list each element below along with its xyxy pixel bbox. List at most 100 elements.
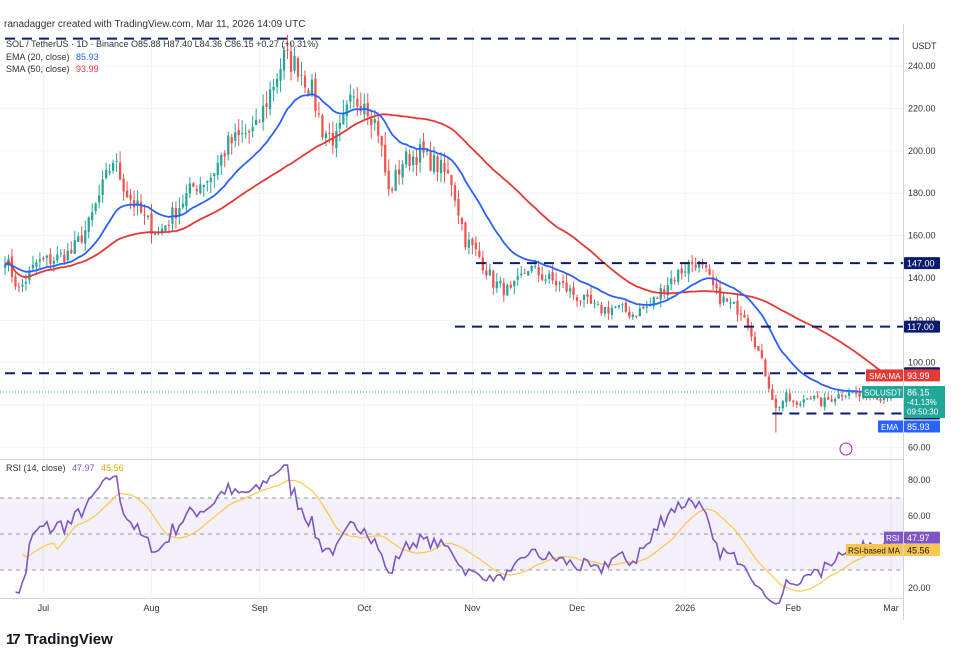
ema-name-tag [878, 420, 903, 433]
candle [663, 289, 666, 294]
candle [63, 254, 66, 263]
candle [296, 58, 300, 77]
candle [457, 198, 460, 216]
candle [760, 350, 764, 358]
candle [725, 298, 729, 302]
candle [471, 238, 474, 246]
candle [153, 233, 157, 235]
candle [328, 132, 331, 134]
candle [614, 306, 617, 308]
time-axis-label: Nov [464, 603, 481, 613]
candle [474, 242, 478, 250]
candle [146, 215, 150, 217]
candle [635, 315, 638, 317]
candle [178, 207, 181, 217]
ema-value-tag-bg [904, 420, 940, 433]
candle [73, 240, 76, 254]
chart-credit: ranadagger created with TradingView.com,… [4, 19, 306, 30]
rsi-ma-name-tag [846, 543, 903, 556]
candle [307, 90, 310, 96]
sma-legend[interactable]: SMA (50, close) 93.99 [6, 64, 99, 74]
candle [488, 269, 491, 276]
candle [823, 397, 826, 408]
rsi-ma-line [22, 479, 895, 592]
candle [338, 122, 341, 129]
candle [66, 250, 69, 261]
candle [91, 212, 94, 221]
candle [467, 239, 471, 248]
candle [624, 302, 628, 312]
candle [551, 272, 554, 281]
candle [485, 270, 488, 276]
candle [181, 203, 185, 208]
candle [118, 162, 122, 180]
ema20-line [4, 92, 895, 396]
candle [24, 282, 28, 284]
candle [792, 400, 795, 403]
ema-legend-label: EMA (20, close) [6, 52, 70, 62]
candle [638, 308, 641, 317]
ema-legend[interactable]: EMA (20, close) 85.93 [6, 52, 99, 62]
time-axis-label: Oct [357, 603, 372, 613]
candle [289, 51, 293, 72]
candle [502, 282, 505, 296]
ema-name-tag-text: EMA [881, 423, 899, 432]
candle [816, 395, 819, 397]
candle [129, 194, 132, 200]
candle [499, 280, 502, 284]
candle [275, 78, 279, 87]
candle [248, 131, 251, 133]
candle [691, 261, 694, 265]
candle [464, 222, 467, 248]
candle [391, 188, 394, 191]
rsi-legend[interactable]: RSI (14, close) 47.97 45.56 [6, 463, 124, 473]
candle [101, 179, 104, 195]
time-axis-label: Feb [786, 603, 802, 613]
candle [478, 250, 481, 257]
price-axis-tick-label: 140.00 [908, 273, 936, 283]
sma-value-tag: 93.99 [904, 369, 940, 382]
candle [670, 278, 673, 285]
candle [788, 393, 791, 401]
candle [617, 305, 621, 308]
candle [537, 266, 540, 276]
candle [3, 264, 7, 268]
ema-legend-value: 85.93 [76, 52, 99, 62]
candle [589, 294, 593, 304]
candle [258, 121, 261, 123]
level-tag-text: 117.00 [907, 322, 934, 332]
time-axis-label: Dec [569, 603, 586, 613]
time-axis-label: Sep [252, 603, 268, 613]
candle [516, 275, 519, 280]
candle [300, 74, 303, 76]
candle [704, 265, 708, 268]
candle [439, 159, 443, 174]
last-price-tag-text: 86.15 [907, 388, 930, 398]
candle [87, 217, 90, 232]
sma-legend-value: 93.99 [76, 64, 99, 74]
candle [373, 119, 376, 123]
rsi-value-tag: 47.97 [904, 531, 940, 544]
rsi-axis-tick-label: 60.00 [908, 511, 931, 521]
candle [370, 118, 373, 126]
last-name-tag-text: SOLUSDT [864, 389, 902, 398]
candle [31, 264, 35, 269]
candle [80, 235, 83, 243]
candle [652, 297, 655, 307]
candle [593, 302, 596, 304]
candle [837, 394, 840, 399]
candle [534, 265, 537, 267]
candle [757, 346, 760, 351]
candle [621, 304, 624, 306]
candle [94, 203, 97, 211]
rsi-value-tag-text: 47.97 [907, 533, 930, 543]
candle [785, 392, 788, 403]
candle [764, 359, 767, 377]
candle [349, 94, 352, 102]
tradingview-logo[interactable]: 17 TradingView [6, 631, 113, 648]
candle [631, 314, 634, 318]
candle [854, 391, 858, 394]
candle [561, 281, 565, 284]
